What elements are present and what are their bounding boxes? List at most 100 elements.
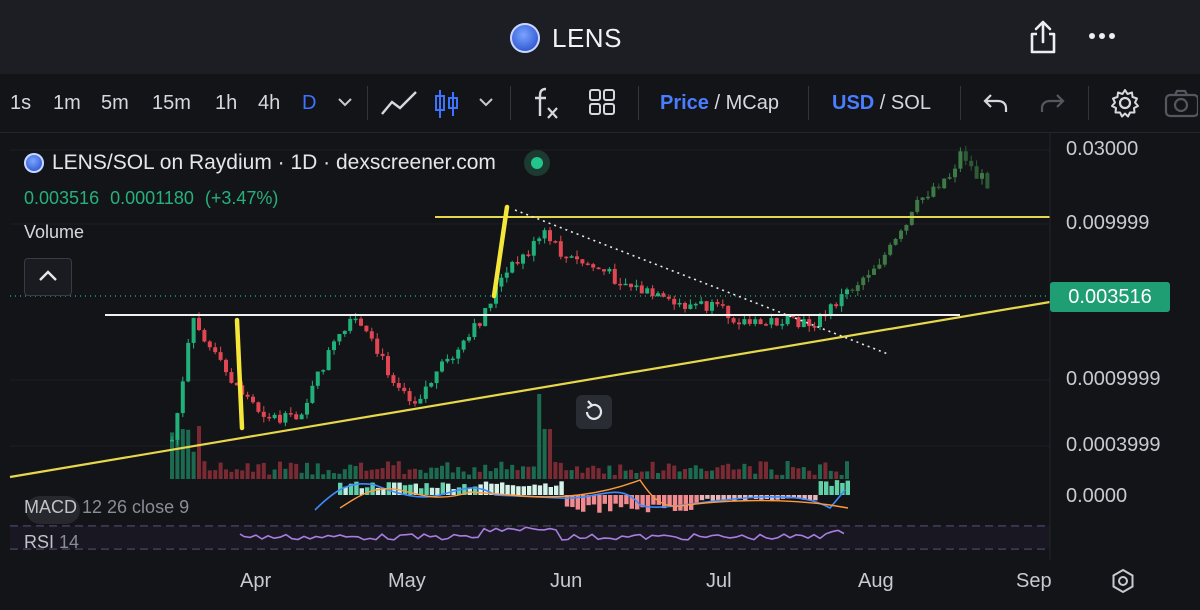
volume-bar bbox=[477, 471, 482, 479]
candle-body bbox=[483, 308, 488, 326]
candles-icon[interactable] bbox=[434, 88, 460, 120]
chevron-down-icon[interactable] bbox=[478, 96, 494, 108]
more-icon[interactable] bbox=[1088, 26, 1116, 46]
timeframe-1s[interactable]: 1s bbox=[10, 92, 32, 114]
volume-bar bbox=[618, 464, 623, 479]
macd-bar bbox=[694, 495, 699, 504]
volume-bar bbox=[407, 469, 412, 479]
volume-bar bbox=[456, 467, 461, 479]
candle-body bbox=[726, 305, 731, 319]
candle-body bbox=[369, 331, 374, 339]
timeframe-1m[interactable]: 1m bbox=[53, 92, 81, 114]
line-chart-icon[interactable] bbox=[380, 88, 418, 118]
volume-bar bbox=[364, 470, 369, 479]
candle-body bbox=[326, 350, 331, 371]
candle-body bbox=[434, 371, 439, 384]
price-option[interactable]: Price bbox=[660, 92, 709, 114]
price-change-pct: (+3.47%) bbox=[204, 188, 279, 208]
volume-bar bbox=[386, 461, 390, 479]
volume-bar bbox=[326, 470, 331, 479]
macd-bar bbox=[667, 495, 672, 508]
volume-bar bbox=[742, 463, 747, 479]
volume-bar bbox=[834, 471, 839, 479]
macd-scroll-handle[interactable] bbox=[26, 496, 80, 524]
macd-bar bbox=[494, 483, 499, 495]
candle-body bbox=[364, 325, 369, 332]
candle-body bbox=[499, 277, 504, 287]
fx-icon[interactable] bbox=[530, 86, 560, 120]
macd-params: 12 26 close 9 bbox=[82, 497, 190, 517]
volume-bar bbox=[531, 466, 536, 479]
candle-body bbox=[580, 259, 585, 264]
candle-body bbox=[461, 340, 466, 350]
collapse-legend-button[interactable] bbox=[24, 258, 72, 296]
candle-body bbox=[467, 336, 471, 341]
candle-body bbox=[747, 319, 752, 324]
sol-option[interactable]: SOL bbox=[890, 92, 931, 114]
descending-trendline bbox=[514, 209, 889, 355]
candle-body bbox=[899, 230, 903, 239]
candle-body bbox=[618, 283, 623, 286]
undo-icon[interactable] bbox=[982, 92, 1008, 114]
chevron-down-icon[interactable] bbox=[337, 96, 353, 108]
candle-body bbox=[418, 398, 423, 404]
reset-chart-button[interactable] bbox=[576, 395, 612, 429]
candle-body bbox=[445, 358, 450, 362]
toolbar-divider bbox=[808, 86, 809, 120]
candle-body bbox=[558, 241, 563, 257]
volume-bar bbox=[207, 470, 212, 479]
macd-bar bbox=[629, 495, 634, 509]
macd-bar bbox=[381, 488, 386, 495]
candle-body bbox=[650, 288, 655, 297]
macd-bar bbox=[608, 495, 613, 512]
gear-icon[interactable] bbox=[1110, 88, 1140, 118]
volume-bar bbox=[737, 469, 741, 479]
macd-signal-line bbox=[339, 479, 849, 509]
volume-bar bbox=[510, 464, 515, 479]
price-mcap-toggle[interactable]: Price / MCap bbox=[660, 92, 779, 115]
candle-body bbox=[359, 318, 363, 326]
macd-bar bbox=[834, 480, 840, 495]
volume-bar bbox=[261, 462, 266, 479]
candle-body bbox=[801, 319, 806, 328]
share-icon[interactable] bbox=[1028, 20, 1058, 54]
macd-line bbox=[314, 483, 846, 511]
volume-bar bbox=[780, 474, 785, 479]
candle-body bbox=[531, 241, 536, 256]
candle-body bbox=[953, 168, 957, 178]
macd-bar bbox=[554, 485, 559, 495]
candle-body bbox=[170, 439, 174, 442]
currency-toggle[interactable]: USD / SOL bbox=[832, 92, 931, 115]
timeframe-5m[interactable]: 5m bbox=[101, 92, 129, 114]
candle-body bbox=[612, 268, 617, 284]
pair-logo bbox=[24, 153, 44, 173]
camera-icon[interactable] bbox=[1164, 88, 1198, 118]
volume-bar bbox=[418, 469, 423, 479]
macd-bar bbox=[710, 495, 715, 501]
layout-icon[interactable] bbox=[588, 88, 616, 116]
timeframe-1h[interactable]: 1h bbox=[215, 92, 238, 114]
macd-bar bbox=[807, 495, 813, 501]
volume-bar bbox=[218, 462, 223, 479]
timeframe-d[interactable]: D bbox=[302, 92, 317, 114]
candle-body bbox=[839, 294, 844, 307]
macd-bar bbox=[413, 483, 418, 495]
candle-body bbox=[785, 315, 790, 325]
timeframe-4h[interactable]: 4h bbox=[258, 92, 281, 114]
timeframe-15m[interactable]: 15m bbox=[152, 92, 191, 114]
macd-bar bbox=[586, 495, 591, 506]
candle-body bbox=[812, 326, 817, 328]
reset-icon bbox=[585, 400, 603, 420]
mcap-option[interactable]: MCap bbox=[725, 92, 779, 114]
volume-bar bbox=[440, 465, 444, 479]
price-chart[interactable] bbox=[0, 133, 1200, 610]
candle-body bbox=[661, 293, 666, 297]
candle-body bbox=[348, 318, 353, 331]
volume-bar bbox=[494, 468, 498, 479]
candle-body bbox=[920, 197, 925, 200]
macd-bar bbox=[845, 480, 850, 495]
candle-body bbox=[834, 304, 839, 307]
axis-settings-icon[interactable] bbox=[1110, 568, 1136, 594]
usd-option[interactable]: USD bbox=[832, 92, 875, 114]
volume-bar bbox=[731, 469, 736, 479]
